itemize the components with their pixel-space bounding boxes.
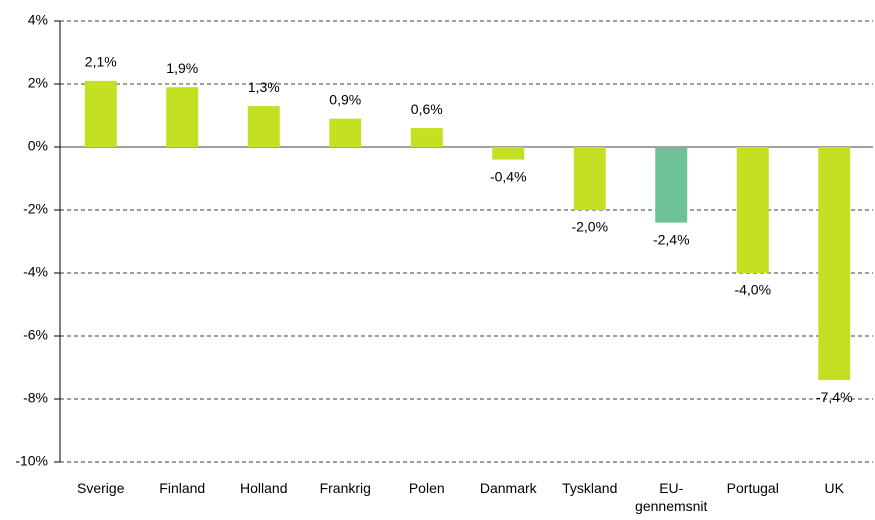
- x-tick-label: Portugal: [726, 480, 779, 496]
- y-tick-label: -2%: [23, 201, 48, 217]
- bar: [166, 87, 199, 147]
- y-tick-label: 4%: [28, 12, 48, 28]
- y-tick-label: -4%: [23, 264, 48, 280]
- y-tick-label: -6%: [23, 327, 48, 343]
- x-tick-label: Polen: [408, 480, 445, 496]
- x-tick-label: Tyskland: [562, 480, 618, 496]
- y-tick-label: -10%: [15, 453, 48, 469]
- bar: [655, 147, 688, 223]
- y-tick-label: 0%: [28, 138, 48, 154]
- x-tick-label: Frankrig: [319, 480, 371, 496]
- x-tick-label: EU-gennemsnit: [635, 480, 708, 514]
- x-tick-label: Finland: [159, 480, 206, 496]
- bar: [492, 147, 525, 160]
- x-tick-label: Sverige: [77, 480, 125, 496]
- bar: [329, 118, 362, 147]
- value-label: 2,1%: [85, 54, 117, 70]
- x-tick-label: UK: [824, 480, 844, 496]
- value-label: 0,6%: [411, 101, 443, 117]
- y-tick-label: 2%: [28, 75, 48, 91]
- bar: [247, 106, 280, 147]
- value-label: -2,4%: [653, 231, 690, 247]
- value-label: 0,9%: [329, 91, 361, 107]
- bar: [410, 128, 443, 147]
- bar: [573, 147, 606, 210]
- value-label: 1,9%: [166, 60, 198, 76]
- bar: [818, 147, 851, 381]
- x-tick-label: Holland: [240, 480, 288, 496]
- value-label: -4,0%: [734, 282, 771, 298]
- bar: [84, 80, 117, 147]
- value-label: 1,3%: [248, 79, 280, 95]
- x-tick-label: Danmark: [479, 480, 537, 496]
- value-label: -0,4%: [490, 168, 527, 184]
- value-label: -2,0%: [571, 219, 608, 235]
- value-label: -7,4%: [816, 389, 853, 405]
- bar: [736, 147, 769, 273]
- y-tick-label: -8%: [23, 390, 48, 406]
